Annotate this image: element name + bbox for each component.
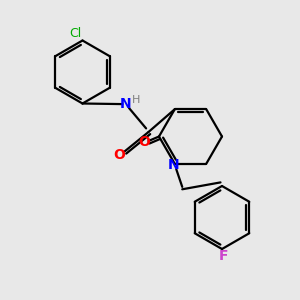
Text: Cl: Cl: [69, 27, 81, 40]
Text: N: N: [167, 158, 179, 172]
Text: H: H: [131, 95, 140, 105]
Text: O: O: [138, 136, 150, 149]
Text: F: F: [219, 249, 228, 262]
Text: O: O: [113, 148, 125, 162]
Text: N: N: [120, 97, 132, 110]
